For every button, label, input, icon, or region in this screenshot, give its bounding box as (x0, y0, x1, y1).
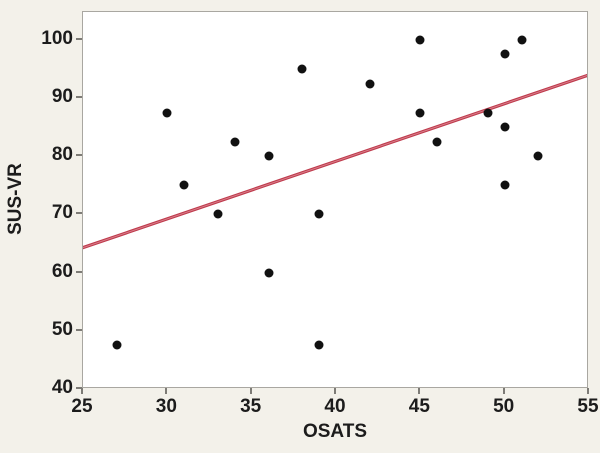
data-point (415, 108, 425, 118)
data-point (179, 180, 189, 190)
data-point (432, 137, 442, 147)
data-point (314, 209, 324, 219)
trend-line-highlight (83, 74, 587, 249)
x-tick (587, 388, 589, 394)
x-tick-label: 25 (71, 396, 93, 417)
y-tick (76, 270, 82, 273)
data-point (112, 340, 122, 350)
y-tick-label: 100 (41, 27, 73, 49)
y-tick (76, 154, 82, 157)
data-point (500, 49, 510, 59)
data-point (500, 180, 510, 190)
data-point (264, 151, 274, 161)
data-point (230, 137, 240, 147)
x-tick (81, 388, 83, 394)
x-tick-label: 50 (493, 396, 515, 417)
y-tick (76, 96, 82, 99)
data-point (297, 64, 307, 74)
data-point (517, 35, 527, 45)
plot-area (82, 11, 588, 388)
data-point (365, 79, 375, 89)
data-point (483, 108, 493, 118)
data-point (500, 122, 510, 132)
x-tick-label: 30 (155, 396, 177, 417)
y-tick-label: 70 (51, 202, 73, 224)
data-point (264, 268, 274, 278)
x-tick (418, 388, 421, 394)
data-point (314, 340, 324, 350)
x-axis-title: OSATS (302, 421, 368, 442)
data-point (213, 209, 223, 219)
y-tick (76, 387, 82, 389)
y-tick-label: 90 (51, 86, 73, 108)
y-tick-label: 60 (51, 260, 73, 282)
x-tick (502, 388, 505, 394)
x-tick (334, 388, 336, 394)
x-tick-label: 45 (408, 396, 430, 417)
x-tick-label: 35 (240, 396, 262, 417)
y-tick-label: 50 (51, 318, 73, 340)
x-tick (165, 388, 168, 394)
data-point (162, 108, 172, 118)
y-tick-label: 40 (51, 377, 73, 398)
trend-line-svg (83, 73, 587, 250)
x-tick-label: 40 (324, 396, 346, 417)
y-tick-label: 80 (51, 144, 73, 166)
x-tick-label: 55 (577, 396, 599, 417)
y-axis-title: SUS-VR (5, 163, 26, 235)
data-point (415, 35, 425, 45)
y-tick (76, 328, 82, 331)
y-tick (76, 37, 82, 40)
y-tick (76, 212, 82, 215)
data-point (533, 151, 543, 161)
x-tick (249, 388, 252, 394)
